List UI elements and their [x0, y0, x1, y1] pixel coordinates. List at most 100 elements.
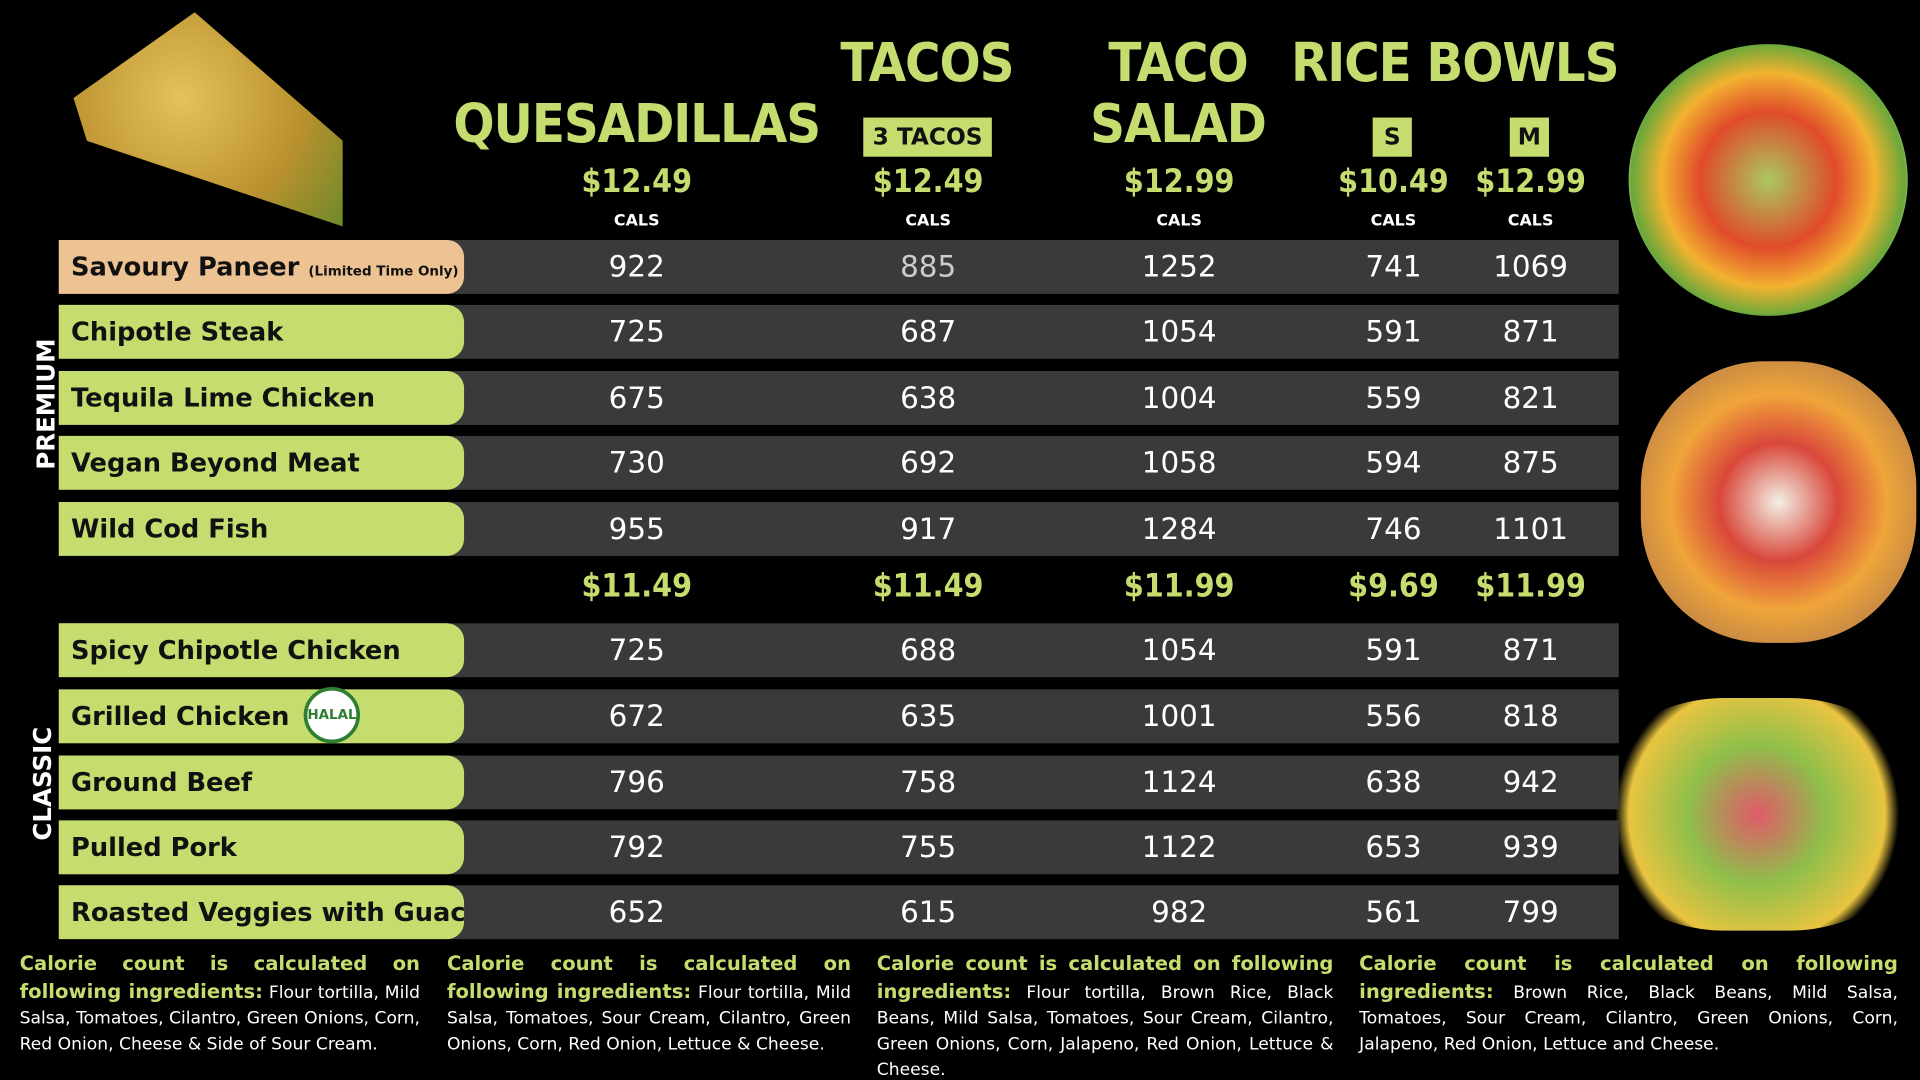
menu-row: Spicy Chipotle Chicken 725 688 1054 591 871	[58, 623, 1619, 678]
classic-price: $11.49	[581, 568, 693, 605]
classic-price: $11.49	[872, 568, 984, 605]
classic-label: CLASSIC	[27, 726, 57, 841]
calorie-value: 615	[900, 895, 957, 930]
calorie-value: 1252	[1141, 249, 1217, 285]
item-name: Roasted Veggies with Guac	[58, 885, 466, 940]
item-name-text: Roasted Veggies with Guac	[71, 897, 466, 927]
medium-size-badge: M	[1509, 117, 1549, 157]
premium-price: $12.49	[581, 164, 693, 201]
item-name-text: Grilled Chicken	[71, 701, 290, 732]
item-name-text: Savoury Paneer	[71, 252, 300, 282]
calorie-value: 885	[900, 249, 957, 285]
classic-price: $11.99	[1475, 568, 1586, 605]
quesadilla-image	[73, 12, 343, 227]
small-size-badge: S	[1372, 117, 1412, 157]
menu-row: Ground Beef 796 758 1124 638 942	[58, 755, 1619, 810]
calorie-note-title: Calorie count is calculated on following…	[446, 951, 852, 1003]
header-quesadillas: QUESADILLAS	[453, 93, 821, 156]
calorie-value: 725	[608, 633, 665, 668]
calorie-value: 741	[1365, 249, 1422, 285]
calorie-value: 1101	[1493, 511, 1569, 547]
calorie-note-title: Calorie count is calculated on following…	[1359, 951, 1898, 1003]
item-name: Spicy Chipotle Chicken	[58, 623, 465, 678]
cals-label: CALS	[1370, 211, 1417, 231]
calorie-value: 1054	[1141, 314, 1217, 349]
calorie-value: 591	[1365, 633, 1422, 668]
menu-row: Savoury Paneer (Limited Time Only) 922 885…	[58, 240, 1619, 294]
menu-row: Vegan Beyond Meat 730 692 1058 594 875	[58, 435, 1619, 490]
item-name-text: Spicy Chipotle Chicken	[71, 635, 401, 665]
item-name: Savoury Paneer (Limited Time Only)	[58, 240, 465, 294]
calorie-value: 730	[608, 445, 665, 481]
calorie-value: 942	[1502, 765, 1559, 800]
tacos-image	[1597, 697, 1917, 931]
calorie-note: Calorie count is calculated on following…	[447, 950, 851, 1058]
item-name-text: Tequila Lime Chicken	[71, 383, 376, 413]
calorie-value: 638	[1365, 765, 1422, 800]
calorie-value: 875	[1502, 445, 1559, 481]
item-name-text: Ground Beef	[71, 767, 253, 798]
item-name: Ground Beef	[58, 755, 465, 810]
classic-price: $11.99	[1123, 568, 1235, 605]
item-name: Vegan Beyond Meat	[58, 435, 465, 490]
calorie-note-title: Calorie count is calculated on following…	[19, 951, 421, 1003]
calorie-note-ingredients: Brown Rice, Black Beans, Mild Salsa, Tom…	[1359, 983, 1898, 1055]
menu-row: Chipotle Steak 725 687 1054 591 871	[58, 304, 1619, 359]
calorie-value: 591	[1365, 314, 1422, 349]
header-salad: SALAD	[1090, 93, 1267, 156]
calorie-value: 653	[1365, 830, 1422, 865]
calorie-value: 635	[900, 699, 957, 734]
calorie-note: Calorie count is calculated on following…	[20, 950, 420, 1058]
calorie-note-ingredients: Flour tortilla, Mild Salsa, Tomatoes, So…	[446, 983, 852, 1055]
header-taco: TACO	[1108, 31, 1248, 95]
calorie-value: 755	[900, 830, 957, 865]
menu-row: Grilled Chicken HALAL 672 635 1001 556 818	[58, 686, 1619, 744]
item-name: Grilled Chicken HALAL	[58, 686, 465, 744]
calorie-value: 638	[900, 380, 957, 416]
calorie-value: 799	[1502, 895, 1559, 930]
calorie-value: 652	[608, 895, 665, 930]
menu-row: Tequila Lime Chicken 675 638 1004 559 821	[58, 371, 1619, 425]
calorie-value: 796	[608, 765, 665, 800]
menu-row: Roasted Veggies with Guac 652 615 982 561 799	[58, 885, 1619, 940]
calorie-value: 672	[608, 699, 665, 734]
menu-row: Wild Cod Fish 955 917 1284 746 1101	[58, 502, 1619, 556]
calorie-note-title: Calorie count is calculated on following…	[876, 951, 1334, 1003]
calorie-value: 1122	[1141, 830, 1217, 865]
calorie-value: 1054	[1141, 633, 1217, 668]
calorie-value: 692	[900, 445, 957, 481]
taco-salad-image	[1640, 361, 1917, 643]
calorie-value: 675	[608, 380, 665, 416]
item-name: Pulled Pork	[58, 820, 465, 875]
calorie-value: 982	[1151, 895, 1208, 930]
menu-row: Pulled Pork 792 755 1122 653 939	[58, 820, 1619, 875]
header-tacos: TACOS	[840, 31, 1014, 95]
cals-label: CALS	[905, 211, 951, 231]
calorie-value: 939	[1502, 830, 1559, 865]
item-name-text: Wild Cod Fish	[71, 514, 269, 544]
header-rice-bowls: RICE BOWLS	[1290, 31, 1620, 95]
calorie-value: 792	[608, 830, 665, 865]
calorie-value: 955	[608, 511, 665, 547]
cals-label: CALS	[1156, 211, 1202, 231]
item-name-text: Pulled Pork	[71, 832, 237, 863]
item-name-text: Vegan Beyond Meat	[71, 448, 360, 478]
cals-label: CALS	[1507, 211, 1554, 231]
calorie-value: 561	[1365, 895, 1422, 930]
calorie-note-ingredients: Flour tortilla, Brown Rice, Black Beans,…	[876, 983, 1334, 1080]
calorie-value: 1058	[1141, 445, 1217, 481]
calorie-value: 725	[608, 314, 665, 349]
calorie-value: 1284	[1141, 511, 1217, 547]
rice-bowl-image	[1628, 44, 1908, 316]
calorie-value: 821	[1502, 380, 1559, 416]
classic-price: $9.69	[1348, 568, 1439, 605]
calorie-value: 687	[900, 314, 957, 349]
cals-label: CALS	[613, 211, 660, 231]
item-name: Tequila Lime Chicken	[58, 371, 465, 425]
calorie-value: 594	[1365, 445, 1422, 481]
calorie-note: Calorie count is calculated on following…	[1359, 950, 1898, 1058]
calorie-value: 922	[608, 249, 665, 285]
item-name: Chipotle Steak	[58, 304, 465, 359]
item-name-text: Chipotle Steak	[71, 317, 284, 347]
